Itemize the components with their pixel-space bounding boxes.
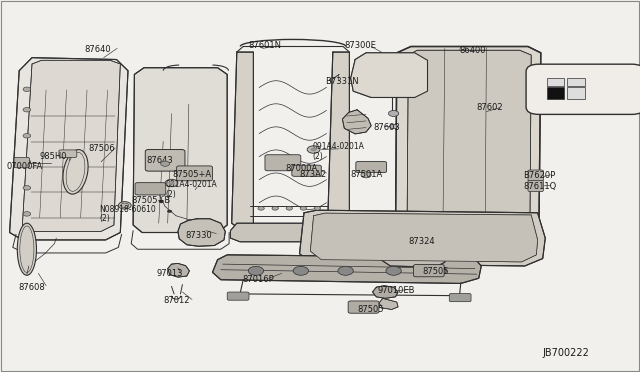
Circle shape bbox=[307, 146, 320, 153]
Circle shape bbox=[310, 148, 317, 151]
Polygon shape bbox=[372, 286, 398, 298]
FancyBboxPatch shape bbox=[177, 166, 212, 181]
Text: B7331N: B7331N bbox=[325, 77, 359, 86]
FancyBboxPatch shape bbox=[528, 180, 543, 192]
FancyBboxPatch shape bbox=[14, 157, 29, 168]
Text: 87324: 87324 bbox=[408, 237, 435, 246]
Circle shape bbox=[23, 87, 31, 92]
Text: 97013: 97013 bbox=[157, 269, 183, 278]
Ellipse shape bbox=[63, 150, 88, 194]
Circle shape bbox=[431, 266, 446, 275]
Polygon shape bbox=[232, 52, 253, 229]
Circle shape bbox=[168, 181, 175, 185]
Circle shape bbox=[23, 186, 31, 190]
Polygon shape bbox=[168, 263, 189, 277]
Circle shape bbox=[23, 160, 31, 164]
Circle shape bbox=[118, 202, 131, 209]
Text: 081A4-0201A
(2): 081A4-0201A (2) bbox=[165, 180, 217, 199]
Circle shape bbox=[167, 210, 172, 213]
FancyBboxPatch shape bbox=[135, 183, 166, 195]
Text: 87603: 87603 bbox=[374, 123, 401, 132]
Text: 87602: 87602 bbox=[477, 103, 504, 112]
Circle shape bbox=[293, 266, 308, 275]
Text: 87012: 87012 bbox=[163, 296, 189, 305]
Circle shape bbox=[165, 179, 178, 187]
Text: 87643: 87643 bbox=[146, 156, 173, 165]
Circle shape bbox=[386, 266, 401, 275]
Circle shape bbox=[159, 200, 164, 203]
Circle shape bbox=[161, 161, 170, 166]
Polygon shape bbox=[407, 50, 531, 234]
Text: 87000A: 87000A bbox=[285, 164, 317, 173]
Polygon shape bbox=[22, 60, 120, 231]
FancyBboxPatch shape bbox=[227, 292, 249, 300]
Text: JB700222: JB700222 bbox=[543, 349, 589, 358]
FancyBboxPatch shape bbox=[528, 170, 543, 181]
Bar bbox=[547, 87, 564, 99]
Polygon shape bbox=[300, 210, 545, 266]
Text: 87505: 87505 bbox=[357, 305, 383, 314]
Polygon shape bbox=[381, 239, 445, 267]
Circle shape bbox=[156, 189, 161, 192]
Text: 87506: 87506 bbox=[88, 144, 115, 153]
Text: 985H0: 985H0 bbox=[40, 153, 67, 161]
Circle shape bbox=[23, 108, 31, 112]
Text: 87505: 87505 bbox=[422, 267, 449, 276]
Circle shape bbox=[314, 206, 321, 210]
Circle shape bbox=[388, 110, 399, 116]
Circle shape bbox=[23, 212, 31, 216]
Circle shape bbox=[361, 172, 371, 178]
FancyBboxPatch shape bbox=[145, 150, 185, 171]
Polygon shape bbox=[133, 68, 227, 232]
Text: 07000FA: 07000FA bbox=[6, 162, 43, 171]
Polygon shape bbox=[379, 298, 398, 310]
Circle shape bbox=[272, 206, 278, 210]
Text: 97010EB: 97010EB bbox=[378, 286, 415, 295]
Polygon shape bbox=[10, 58, 128, 240]
Polygon shape bbox=[396, 46, 541, 240]
Text: 87640: 87640 bbox=[84, 45, 111, 54]
Text: N08918-60610
(2): N08918-60610 (2) bbox=[99, 205, 156, 223]
FancyBboxPatch shape bbox=[348, 301, 379, 313]
Text: B7620P: B7620P bbox=[524, 171, 556, 180]
Circle shape bbox=[23, 134, 31, 138]
Text: 87611Q: 87611Q bbox=[524, 182, 557, 190]
Circle shape bbox=[286, 206, 292, 210]
FancyBboxPatch shape bbox=[59, 150, 77, 157]
Text: 86400: 86400 bbox=[460, 46, 486, 55]
Bar bbox=[567, 78, 585, 86]
FancyBboxPatch shape bbox=[265, 155, 301, 171]
Text: 87601N: 87601N bbox=[248, 41, 282, 50]
Text: 87330: 87330 bbox=[186, 231, 212, 240]
Polygon shape bbox=[212, 255, 481, 283]
FancyBboxPatch shape bbox=[413, 264, 444, 277]
Bar bbox=[547, 78, 564, 86]
Polygon shape bbox=[351, 53, 428, 97]
Circle shape bbox=[258, 206, 264, 210]
FancyBboxPatch shape bbox=[356, 161, 387, 173]
Text: 87505+A: 87505+A bbox=[173, 170, 212, 179]
FancyBboxPatch shape bbox=[526, 64, 640, 115]
Polygon shape bbox=[310, 213, 538, 262]
Circle shape bbox=[248, 266, 264, 275]
Polygon shape bbox=[328, 52, 349, 229]
Text: 87505+B: 87505+B bbox=[131, 196, 170, 205]
Polygon shape bbox=[230, 223, 357, 242]
Circle shape bbox=[300, 206, 307, 210]
Text: 87608: 87608 bbox=[18, 283, 45, 292]
Ellipse shape bbox=[17, 223, 36, 275]
FancyBboxPatch shape bbox=[292, 165, 321, 176]
Polygon shape bbox=[178, 219, 225, 246]
Bar bbox=[567, 87, 585, 99]
Circle shape bbox=[338, 266, 353, 275]
Polygon shape bbox=[342, 110, 371, 134]
Text: 091A4-0201A
(2): 091A4-0201A (2) bbox=[312, 142, 364, 161]
Text: 87501A: 87501A bbox=[351, 170, 383, 179]
FancyBboxPatch shape bbox=[449, 294, 471, 302]
Text: 873A2: 873A2 bbox=[300, 170, 326, 179]
Text: 87300E: 87300E bbox=[344, 41, 376, 50]
Text: 87016P: 87016P bbox=[242, 275, 274, 283]
Circle shape bbox=[390, 124, 397, 129]
